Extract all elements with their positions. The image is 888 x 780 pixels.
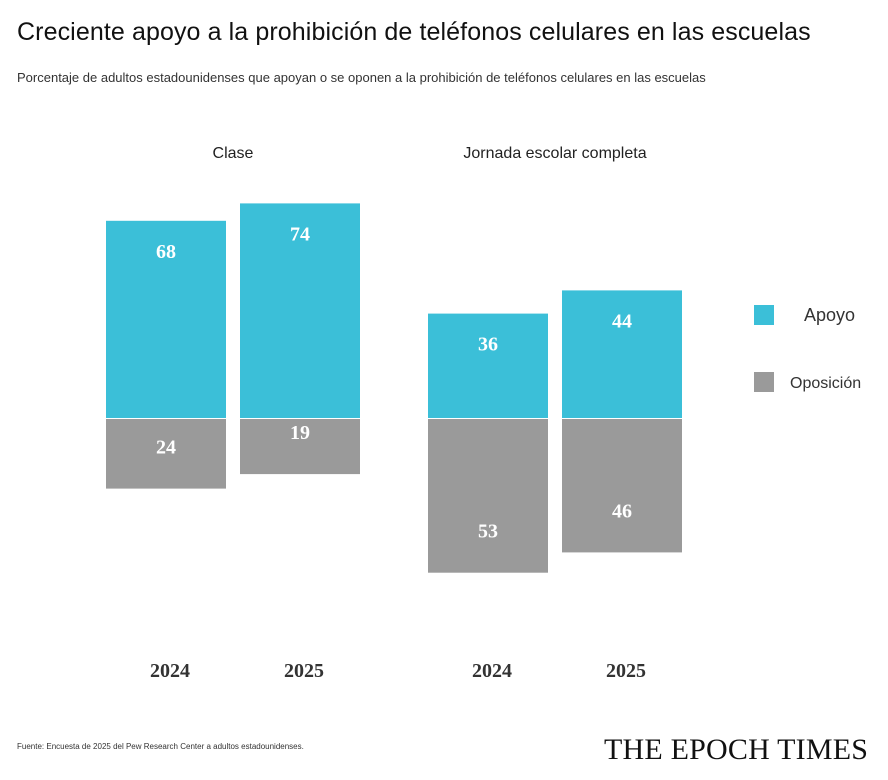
source-note: Fuente: Encuesta de 2025 del Pew Researc…	[17, 742, 304, 751]
x-tick-label: 2024	[150, 660, 190, 682]
chart-subtitle: Porcentaje de adultos estadounidenses qu…	[17, 70, 706, 85]
legend-swatch	[754, 305, 774, 325]
bar-support	[562, 290, 682, 418]
legend-label: Oposición	[790, 375, 861, 392]
data-label-support: 44	[612, 310, 632, 332]
publisher-logo: THE EPOCH TIMES	[604, 733, 869, 766]
chart-title: Creciente apoyo a la prohibición de telé…	[17, 18, 811, 46]
bar-support	[106, 220, 226, 418]
bar-oppose	[562, 419, 682, 553]
data-label-oppose: 46	[612, 500, 632, 522]
bar-oppose	[428, 419, 548, 573]
group-label: Clase	[213, 145, 254, 162]
bar-oppose	[106, 419, 226, 489]
x-tick-label: 2025	[606, 660, 646, 682]
data-label-oppose: 24	[156, 437, 176, 459]
data-label-support: 68	[156, 241, 176, 263]
legend-label: Apoyo	[804, 305, 855, 325]
data-label-oppose: 53	[478, 521, 498, 543]
bar-support	[428, 313, 548, 418]
bar-support	[240, 203, 360, 418]
data-label-support: 74	[290, 223, 310, 245]
group-label: Jornada escolar completa	[463, 145, 646, 162]
data-label-oppose: 19	[290, 422, 310, 444]
bar-oppose	[240, 419, 360, 475]
data-label-support: 36	[478, 334, 498, 356]
x-tick-label: 2025	[284, 660, 324, 682]
x-tick-label: 2024	[472, 660, 512, 682]
legend-swatch	[754, 372, 774, 392]
